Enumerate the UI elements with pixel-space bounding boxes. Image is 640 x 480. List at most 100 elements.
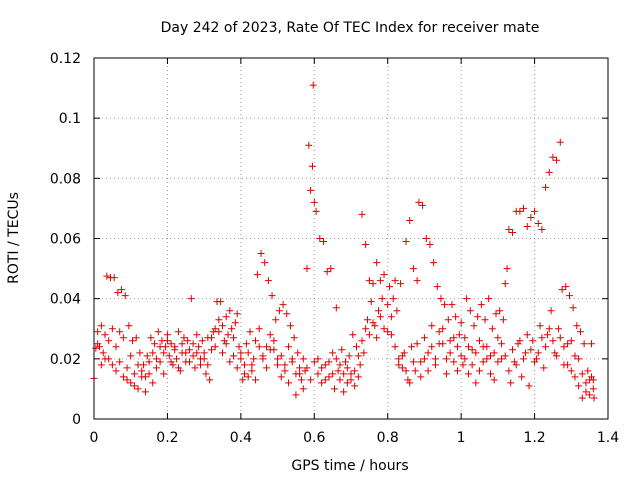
data-point <box>354 373 362 381</box>
data-point <box>553 352 561 360</box>
data-point <box>285 379 293 387</box>
data-point <box>417 373 425 381</box>
data-point <box>540 364 548 372</box>
data-point <box>321 361 329 369</box>
data-point <box>400 349 408 357</box>
data-point <box>461 355 469 363</box>
data-point <box>406 216 414 224</box>
data-point <box>455 331 463 339</box>
data-point <box>169 361 177 369</box>
data-point <box>413 277 421 285</box>
data-point <box>92 344 100 352</box>
data-point <box>498 355 506 363</box>
data-point <box>358 210 366 218</box>
data-point <box>310 198 318 206</box>
data-point <box>239 376 247 384</box>
data-point <box>156 343 164 351</box>
data-point <box>116 328 124 336</box>
data-point <box>501 352 509 360</box>
data-point <box>549 337 557 345</box>
data-point <box>538 334 546 342</box>
data-point <box>206 376 214 384</box>
data-point <box>376 277 384 285</box>
data-point <box>257 250 265 258</box>
data-point <box>252 337 260 345</box>
data-point <box>323 268 331 276</box>
data-point <box>521 349 529 357</box>
data-point <box>575 382 583 390</box>
data-point <box>448 301 456 309</box>
data-point <box>391 343 399 351</box>
data-point <box>248 361 256 369</box>
data-point <box>264 277 272 285</box>
data-point <box>125 322 133 330</box>
data-point <box>556 334 564 342</box>
data-point <box>268 292 276 300</box>
data-point <box>101 355 109 363</box>
data-point <box>384 328 392 336</box>
data-point <box>431 361 439 369</box>
data-point <box>520 355 528 363</box>
y-tick-label: 0 <box>72 412 81 428</box>
data-point <box>318 379 326 387</box>
data-point <box>226 358 234 366</box>
data-point <box>241 361 249 369</box>
data-point <box>130 370 138 378</box>
data-point <box>127 379 135 387</box>
data-point <box>578 370 586 378</box>
data-point <box>250 355 258 363</box>
data-point <box>325 358 333 366</box>
data-point <box>481 316 489 324</box>
data-point <box>108 325 116 333</box>
data-point <box>516 207 524 215</box>
data-point <box>384 301 392 309</box>
data-point <box>191 364 199 372</box>
data-point <box>308 162 316 170</box>
data-point <box>167 358 175 366</box>
data-point <box>499 316 507 324</box>
data-point <box>452 313 460 321</box>
data-point <box>439 325 447 333</box>
data-point <box>463 295 471 303</box>
data-point <box>189 340 197 348</box>
data-point <box>494 358 502 366</box>
data-point <box>518 373 526 381</box>
data-point <box>553 156 561 164</box>
data-point <box>141 388 149 396</box>
data-point <box>129 337 137 345</box>
data-point <box>252 376 260 384</box>
data-point <box>281 367 289 375</box>
data-point <box>453 367 461 375</box>
x-tick-label: 1.4 <box>597 430 619 446</box>
data-point <box>189 352 197 360</box>
data-point <box>259 355 267 363</box>
data-point <box>586 391 594 399</box>
data-point <box>538 225 546 233</box>
data-point <box>437 295 445 303</box>
x-tick-label: 1.2 <box>523 430 545 446</box>
data-point <box>487 370 495 378</box>
axis-ticks <box>93 57 609 420</box>
data-point <box>358 337 366 345</box>
data-point <box>163 331 171 339</box>
data-point <box>325 373 333 381</box>
data-point <box>143 352 151 360</box>
data-point <box>219 349 226 357</box>
data-point <box>281 361 289 369</box>
data-point <box>200 355 208 363</box>
data-point <box>457 319 465 327</box>
data-point <box>509 228 517 236</box>
data-point <box>562 283 570 291</box>
data-point <box>424 367 432 375</box>
data-point <box>277 373 285 381</box>
data-point <box>564 340 572 348</box>
y-tick-label: 0.1 <box>59 111 81 127</box>
data-point <box>501 280 509 288</box>
data-point <box>198 337 206 345</box>
data-point <box>428 343 436 351</box>
data-point <box>576 328 584 336</box>
data-point <box>468 361 476 369</box>
data-point <box>275 307 283 315</box>
data-point <box>305 141 313 149</box>
data-point <box>94 328 102 336</box>
